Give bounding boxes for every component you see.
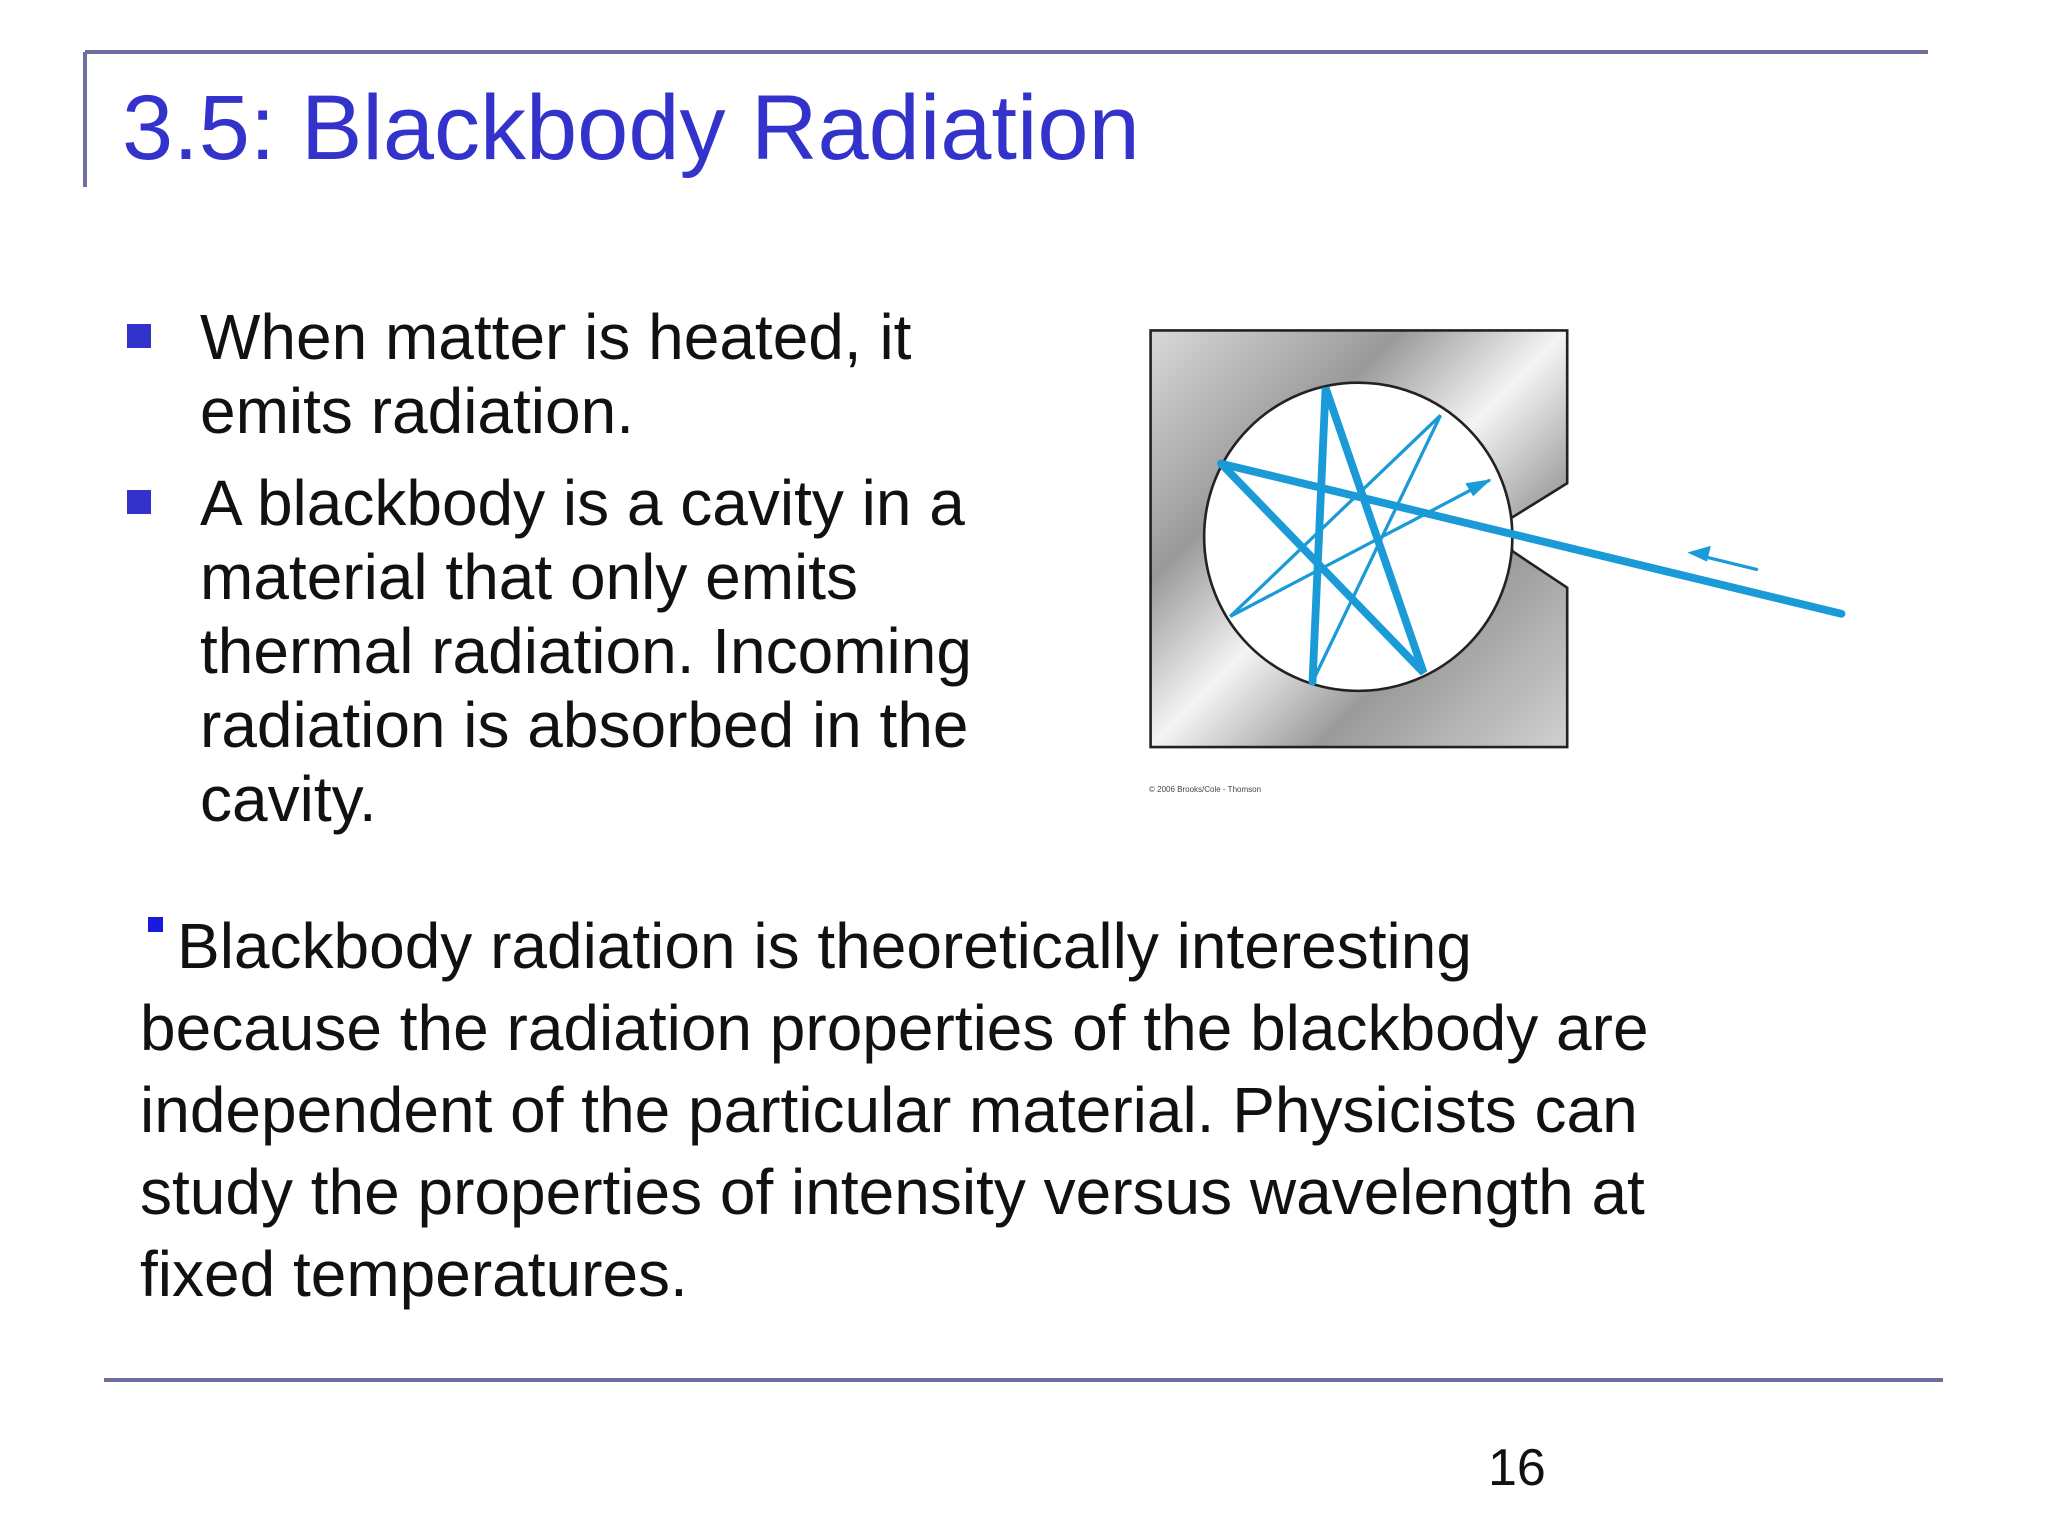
- rays: [1217, 386, 1846, 686]
- bullet-marker: [148, 917, 163, 932]
- paragraph: Blackbody radiation is theoretically int…: [140, 905, 1649, 1315]
- arrow-head: [1465, 479, 1492, 497]
- bullet-item: When matter is heated, it emits radiation…: [127, 300, 912, 448]
- bullet-line: When matter is heated, it: [200, 301, 912, 373]
- paragraph-text: Blackbody radiation is theoretically int…: [177, 910, 1472, 982]
- blackbody-figure: [1149, 329, 1846, 749]
- bullet-line: thermal radiation. Incoming: [200, 615, 972, 687]
- paragraph-line: study the properties of intensity versus…: [140, 1151, 1649, 1233]
- paragraph-line: fixed temperatures.: [140, 1233, 1649, 1315]
- bullet-line: cavity.: [200, 763, 377, 835]
- bullet-line: A blackbody is a cavity in a: [200, 467, 965, 539]
- bullet-line: emits radiation.: [200, 375, 634, 447]
- paragraph-line: Blackbody radiation is theoretically int…: [140, 905, 1649, 987]
- paragraph-text: because the radiation properties of the …: [140, 992, 1649, 1064]
- paragraph-text: independent of the particular material. …: [140, 1074, 1638, 1146]
- bullet-line: radiation is absorbed in the: [200, 689, 969, 761]
- paragraph-line: because the radiation properties of the …: [140, 987, 1649, 1069]
- slide-title: 3.5: Blackbody Radiation: [122, 77, 1140, 179]
- figure-credit: © 2006 Brooks/Cole - Thomson: [1149, 785, 1262, 794]
- bullet-marker: [127, 324, 151, 348]
- paragraph-line: independent of the particular material. …: [140, 1069, 1649, 1151]
- paragraph-text: fixed temperatures.: [140, 1238, 688, 1310]
- bullet-line: material that only emits: [200, 541, 859, 613]
- page-number: 16: [1488, 1439, 1546, 1497]
- bullet-marker: [127, 490, 151, 514]
- paragraph-text: study the properties of intensity versus…: [140, 1156, 1645, 1228]
- cavity: [1202, 381, 1514, 693]
- bullet-item: A blackbody is a cavity in a material tha…: [127, 466, 972, 836]
- arrow-head: [1687, 545, 1711, 562]
